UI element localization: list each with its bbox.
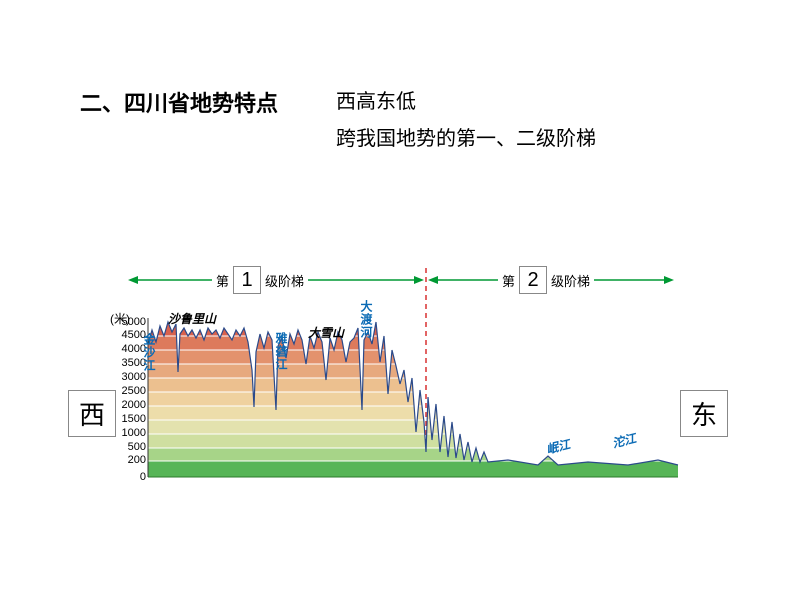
mountain-label: 大雪山 <box>308 324 344 341</box>
elevation-profile-chart <box>0 0 794 596</box>
river-label: 大渡河 <box>360 300 372 339</box>
river-label: 雅砻江 <box>275 332 287 371</box>
mountain-label: 沙鲁里山 <box>168 310 216 327</box>
river-label: 金沙江 <box>143 333 155 372</box>
